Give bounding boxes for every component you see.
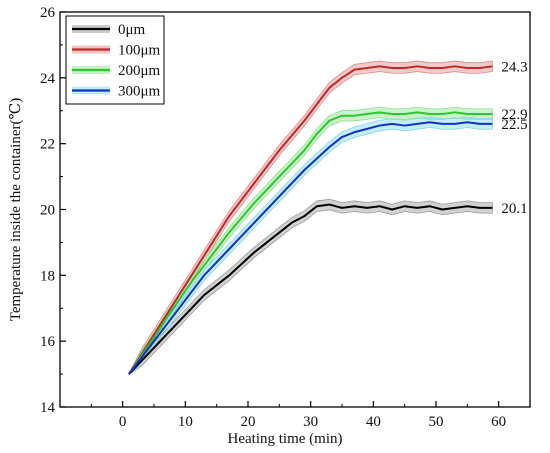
x-tick-label: 0: [119, 414, 127, 430]
series-band-2: [128, 106, 493, 376]
series-end-label-0: 20.1: [501, 201, 527, 217]
legend-label: 100μm: [118, 43, 161, 59]
legend-label: 200μm: [118, 63, 161, 79]
y-tick-label: 16: [40, 334, 56, 350]
x-tick-label: 50: [429, 414, 444, 430]
y-tick-label: 18: [40, 268, 55, 284]
series-band-0: [128, 198, 493, 376]
x-axis-ticks: 0 10 20 30 40 50 60: [90, 401, 506, 430]
series-band-1: [128, 60, 493, 376]
y-tick-label: 20: [40, 203, 55, 219]
y-tick-label: 22: [40, 137, 55, 153]
y-axis-label: Temperature inside the container(℃): [8, 98, 24, 322]
legend-label: 0μm: [118, 22, 146, 38]
legend-label: 300μm: [118, 84, 161, 100]
end-value-labels: 20.1 24.3 22.922.5: [501, 59, 527, 217]
y-tick-label: 24: [40, 71, 56, 87]
x-tick-label: 20: [241, 414, 256, 430]
series-line-1: [128, 65, 493, 375]
y-axis-ticks: 14 16 18 20 22 24 26: [40, 5, 66, 416]
series-end-label-3: 22.5: [501, 117, 527, 133]
y-tick-label: 14: [40, 400, 56, 416]
legend-items: 0μm 100μm 200μm 300μm: [72, 22, 161, 100]
series-lines: [128, 65, 493, 375]
confidence-bands: [128, 60, 493, 376]
x-tick-label: 30: [303, 414, 318, 430]
x-tick-label: 10: [178, 414, 193, 430]
legend: 0μm 100μm 200μm 300μm: [65, 15, 165, 105]
series-end-label-1: 24.3: [501, 59, 527, 75]
x-tick-label: 60: [491, 414, 506, 430]
series-line-2: [128, 111, 493, 375]
x-tick-label: 40: [366, 414, 381, 430]
series-end-label-2: 22.9: [501, 107, 527, 123]
y-tick-label: 26: [40, 5, 56, 21]
series-band-3: [128, 116, 493, 376]
x-axis-label: Heating time (min): [228, 431, 343, 447]
series-line-0: [128, 203, 493, 375]
series-line-3: [128, 121, 493, 375]
